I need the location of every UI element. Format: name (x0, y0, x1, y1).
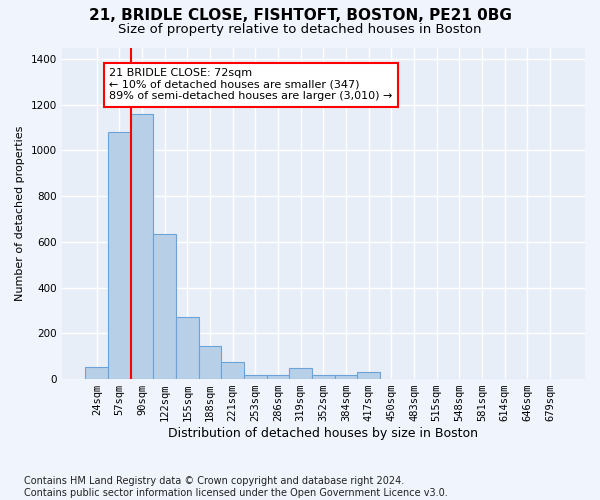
Bar (199, 346, 221, 379)
Text: Size of property relative to detached houses in Boston: Size of property relative to detached ho… (118, 22, 482, 36)
X-axis label: Distribution of detached houses by size in Boston: Distribution of detached houses by size … (169, 427, 478, 440)
Bar (154, 234, 176, 379)
Text: 21, BRIDLE CLOSE, FISHTOFT, BOSTON, PE21 0BG: 21, BRIDLE CLOSE, FISHTOFT, BOSTON, PE21… (89, 8, 511, 22)
Bar (335, 374, 358, 379)
Bar (266, 374, 289, 379)
Bar (131, 114, 154, 379)
Bar (221, 362, 244, 379)
Text: Contains HM Land Registry data © Crown copyright and database right 2024.
Contai: Contains HM Land Registry data © Crown c… (24, 476, 448, 498)
Bar (85, 366, 108, 379)
Bar (289, 368, 312, 379)
Bar (176, 318, 199, 379)
Text: 21 BRIDLE CLOSE: 72sqm
← 10% of detached houses are smaller (347)
89% of semi-de: 21 BRIDLE CLOSE: 72sqm ← 10% of detached… (109, 68, 392, 102)
Bar (358, 372, 380, 379)
Y-axis label: Number of detached properties: Number of detached properties (15, 126, 25, 301)
Bar (312, 374, 335, 379)
Bar (244, 374, 266, 379)
Bar (108, 132, 131, 379)
